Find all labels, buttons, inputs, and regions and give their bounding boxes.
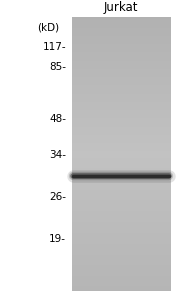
- Text: 85-: 85-: [49, 62, 66, 73]
- Text: 19-: 19-: [49, 233, 66, 244]
- Text: 26-: 26-: [49, 191, 66, 202]
- Text: 34-: 34-: [49, 149, 66, 160]
- Text: 48-: 48-: [49, 113, 66, 124]
- Text: (kD): (kD): [37, 22, 59, 32]
- Text: Jurkat: Jurkat: [104, 1, 138, 14]
- Text: 117-: 117-: [43, 41, 66, 52]
